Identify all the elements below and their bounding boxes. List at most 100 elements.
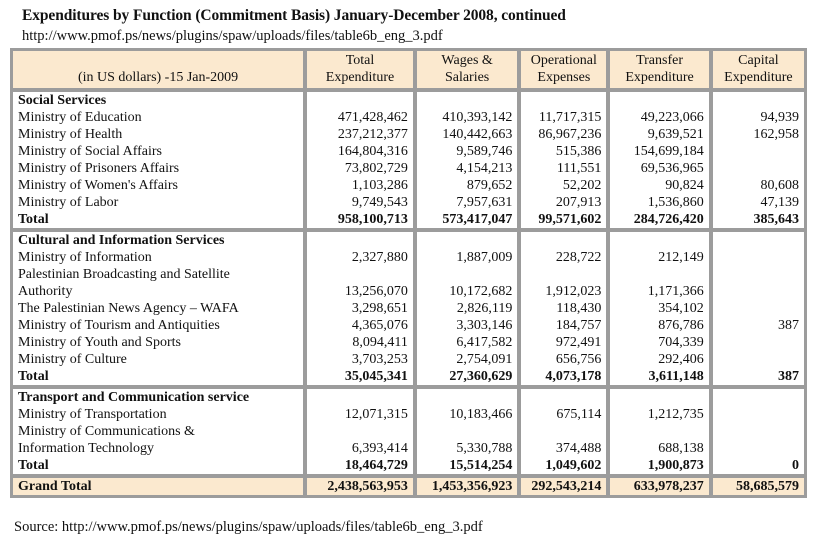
table-row-value xyxy=(416,266,518,283)
section-total-row-label: Total xyxy=(13,368,304,385)
table-row-value: 154,699,184 xyxy=(610,143,709,160)
table-row-value: 354,102 xyxy=(610,300,709,317)
section-total-row-label: Total xyxy=(13,457,304,474)
divider-cell xyxy=(307,474,413,478)
header-capital-expenditure: Capital Expenditure xyxy=(712,51,804,88)
table-row: Ministry of Social Affairs 164,804,316 9,5… xyxy=(13,143,804,160)
table-row: Ministry of Communications & xyxy=(13,423,804,440)
divider-cell xyxy=(416,88,518,92)
section-total-row-label: Total xyxy=(13,211,304,228)
section-heading-value xyxy=(416,389,518,406)
section-total-row-value: 1,900,873 xyxy=(610,457,709,474)
table-row-value: 164,804,316 xyxy=(307,143,413,160)
divider-cell xyxy=(712,88,804,92)
section-heading-value xyxy=(307,92,413,109)
divider-cell xyxy=(416,474,518,478)
table-row-value: 656,756 xyxy=(521,351,607,368)
divider-cell xyxy=(307,88,413,92)
header-line: Capital xyxy=(738,53,779,68)
table-row-value: 80,608 xyxy=(712,177,804,194)
divider-cell xyxy=(610,88,709,92)
section-total-row: Total 18,464,729 15,514,254 1,049,602 1,900,… xyxy=(13,457,804,474)
table-row-value: 1,912,023 xyxy=(521,283,607,300)
divider-cell xyxy=(13,474,304,478)
divider-cell xyxy=(712,474,804,478)
section-heading-value xyxy=(521,92,607,109)
table-row-value xyxy=(307,266,413,283)
table-row: The Palestinian News Agency – WAFA 3,298,… xyxy=(13,300,804,317)
table-row-value: 387 xyxy=(712,317,804,334)
grand-total-row-label: Grand Total xyxy=(13,478,304,495)
header-operational-expenses: Operational Expenses xyxy=(521,51,607,88)
section-heading-value xyxy=(521,389,607,406)
divider-cell xyxy=(521,385,607,389)
table-row-value xyxy=(712,440,804,457)
section-divider xyxy=(13,88,804,92)
table-row-value: 1,887,009 xyxy=(416,249,518,266)
section-total-row-value: 15,514,254 xyxy=(416,457,518,474)
table-row-label: Ministry of Youth and Sports xyxy=(13,334,304,351)
table-row: Authority 13,256,070 10,172,682 1,912,023 1,… xyxy=(13,283,804,300)
table-row-value: 212,149 xyxy=(610,249,709,266)
section-heading-value xyxy=(712,232,804,249)
table-row-value: 118,430 xyxy=(521,300,607,317)
table-row-value: 2,754,091 xyxy=(416,351,518,368)
table-row-value xyxy=(712,423,804,440)
table-row-value: 374,488 xyxy=(521,440,607,457)
section-total-row-value: 385,643 xyxy=(712,211,804,228)
table-row-value: 410,393,142 xyxy=(416,109,518,126)
section-total-row: Total 35,045,341 27,360,629 4,073,178 3,611,… xyxy=(13,368,804,385)
section-heading: Social Services xyxy=(13,92,804,109)
divider-cell xyxy=(521,88,607,92)
header-line: Expenses xyxy=(537,70,591,85)
table-row: Ministry of Education 471,428,462 410,393,… xyxy=(13,109,804,126)
table-row-value: 9,589,746 xyxy=(416,143,518,160)
section-total-row-value: 99,571,602 xyxy=(521,211,607,228)
table-row-value: 515,386 xyxy=(521,143,607,160)
table-row-value: 704,339 xyxy=(610,334,709,351)
section-total-row-value: 387 xyxy=(712,368,804,385)
table-row-label: Palestinian Broadcasting and Satellite xyxy=(13,266,304,283)
table-row-value xyxy=(712,283,804,300)
divider-cell xyxy=(416,385,518,389)
header-units-label: (in US dollars) -15 Jan-2009 xyxy=(13,51,304,88)
section-total-row-value: 573,417,047 xyxy=(416,211,518,228)
table-body: Social Services Ministry of Education 471,… xyxy=(13,88,804,495)
table-row: Ministry of Labor 9,749,543 7,957,631 207,9… xyxy=(13,194,804,211)
table-row-value: 162,958 xyxy=(712,126,804,143)
table-row-value: 471,428,462 xyxy=(307,109,413,126)
section-total-row-value: 3,611,148 xyxy=(610,368,709,385)
table-row-value: 3,298,651 xyxy=(307,300,413,317)
table-row-value: 69,536,965 xyxy=(610,160,709,177)
source-note: Source: http://www.pmof.ps/news/plugins/… xyxy=(14,519,483,535)
table-row-value: 11,717,315 xyxy=(521,109,607,126)
section-heading-value xyxy=(307,232,413,249)
table-row: Ministry of Youth and Sports 8,094,411 6,4… xyxy=(13,334,804,351)
divider-cell xyxy=(521,228,607,232)
section-total-row-value: 4,073,178 xyxy=(521,368,607,385)
grand-total-row-value: 1,453,356,923 xyxy=(416,478,518,495)
table-title: Expenditures by Function (Commitment Bas… xyxy=(22,7,566,24)
table-row-value: 6,393,414 xyxy=(307,440,413,457)
header-line: Salaries xyxy=(444,70,490,85)
table-row: Ministry of Women's Affairs 1,103,286 879,… xyxy=(13,177,804,194)
header-row: (in US dollars) -15 Jan-2009 Total Expend… xyxy=(13,51,804,88)
table-row-value: 10,183,466 xyxy=(416,406,518,423)
table-row-value: 3,303,146 xyxy=(416,317,518,334)
section-heading-value xyxy=(416,232,518,249)
table-row-value xyxy=(712,334,804,351)
table-row-value: 140,442,663 xyxy=(416,126,518,143)
source-url: http://www.pmof.ps/news/plugins/spaw/upl… xyxy=(22,28,443,44)
table-row-value: 86,967,236 xyxy=(521,126,607,143)
divider-cell xyxy=(307,228,413,232)
table-row-label: Ministry of Education xyxy=(13,109,304,126)
table-row-label: Ministry of Labor xyxy=(13,194,304,211)
table-row-value: 2,327,880 xyxy=(307,249,413,266)
section-heading-value xyxy=(610,92,709,109)
divider-cell xyxy=(610,474,709,478)
table-row-label: Ministry of Transportation xyxy=(13,406,304,423)
section-total-row: Total 958,100,713 573,417,047 99,571,602 284… xyxy=(13,211,804,228)
table-row-value: 972,491 xyxy=(521,334,607,351)
section-heading-value xyxy=(307,389,413,406)
section-divider xyxy=(13,228,804,232)
